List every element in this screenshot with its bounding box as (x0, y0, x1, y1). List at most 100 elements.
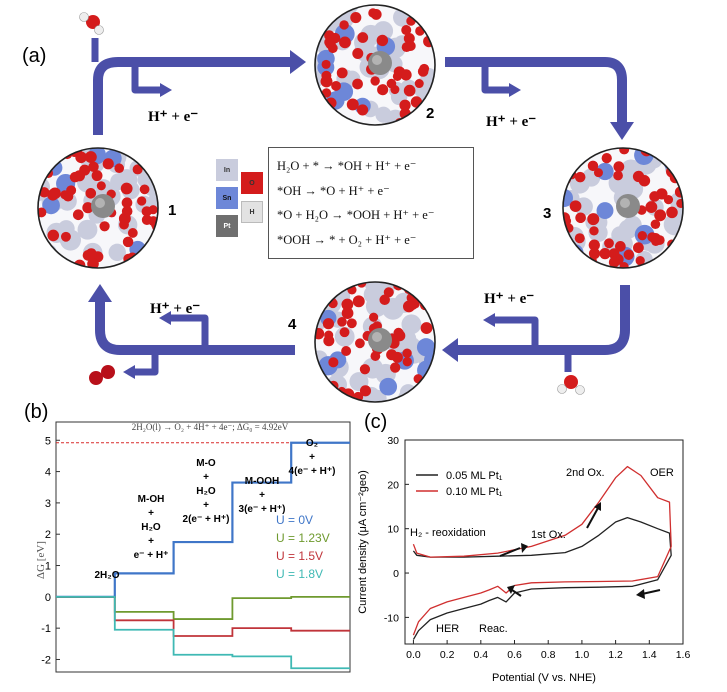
y-tick-label: 3 (45, 498, 51, 510)
step-label-mo-1: + (203, 472, 209, 483)
hydrogen-atom (79, 12, 89, 22)
tin-atom (42, 196, 60, 215)
intermediate-label-1: 1 (168, 202, 176, 219)
oxygen-atom (392, 71, 402, 81)
oxygen-atom (321, 59, 331, 69)
indium-atom (375, 106, 392, 123)
x-tick-label: 1.6 (676, 649, 691, 661)
oxygen-atom (402, 348, 412, 358)
structure-2 (315, 5, 435, 125)
oxygen-atom (47, 229, 60, 242)
oxygen-atom (650, 219, 661, 230)
energy-legend: U = 0V U = 1.23V U = 1.5V U = 1.8V (276, 513, 330, 581)
oxygen-atom (328, 357, 339, 368)
oxygen-atom (635, 256, 645, 266)
oxygen-atom (101, 365, 115, 379)
proton-label-1: H⁺ + e⁻ (148, 109, 198, 125)
oxygen-atom (383, 287, 394, 298)
reaction-equations-box: H₂O + * → *OH + H⁺ + e⁻ *OH → *O + H⁺ + … (268, 147, 474, 259)
oxygen-atom (402, 300, 415, 313)
oxygen-atom (69, 171, 81, 183)
oxygen-atom (339, 36, 351, 49)
tin-atom (663, 152, 683, 172)
oxygen-atom (633, 242, 644, 254)
arrowhead-branch-1 (160, 83, 172, 97)
oxygen-atom (588, 239, 600, 251)
oxygen-atom (39, 187, 50, 198)
oxygen-atom (613, 161, 625, 173)
oxygen-atom (321, 88, 332, 98)
oxygen-atom (569, 200, 582, 212)
reaction-step-4: *OOH → * + O₂ + H⁺ + e⁻ (277, 232, 417, 247)
platinum-highlight (372, 332, 382, 342)
legend-hydrogen-label: H (249, 208, 255, 216)
oxygen-atom (608, 256, 620, 268)
indium-atom (563, 164, 575, 183)
reaction-step-3: *O + H₂O → *OOH + H⁺ + e⁻ (277, 208, 435, 222)
reaction-step-2: *OH → *O + H⁺ + e⁻ (277, 183, 390, 198)
step-label-mo-3: + (203, 500, 209, 511)
oxygen-atom (91, 170, 103, 182)
o2-molecule (89, 365, 115, 385)
branch-proton-1 (131, 62, 163, 94)
x-tick-label: 1.2 (608, 649, 623, 661)
oxygen-atom (121, 197, 133, 209)
energy-legend-item: U = 1.8V (276, 567, 323, 581)
oxygen-atom (336, 67, 348, 79)
legend-oxygen-swatch: O (241, 172, 263, 194)
platinum-highlight (620, 198, 630, 208)
step-label-o2-0: O₂ (306, 438, 318, 449)
step-label-o2-2: 4(e⁻ + H⁺) (289, 466, 336, 477)
oxygen-atom (148, 205, 158, 215)
step-label-o2-1: + (309, 452, 315, 463)
oxygen-atom (370, 76, 380, 86)
legend-hydrogen-swatch: H (241, 201, 263, 223)
step-label-mo-0: M-O (196, 458, 216, 469)
water-molecule-bottom (557, 375, 585, 395)
oxygen-atom (570, 148, 581, 155)
energy-series-line (56, 441, 350, 598)
oxygen-atom (649, 191, 660, 202)
oxygen-atom (623, 249, 635, 260)
arrowhead (521, 543, 528, 553)
oxygen-atom (72, 209, 84, 221)
oxygen-atom (368, 8, 378, 18)
oxygen-atom (601, 153, 612, 164)
y-tick-label: -10 (384, 612, 399, 624)
indium-atom (77, 219, 98, 240)
arrow-anodic-low (499, 547, 521, 557)
arrowhead-branch-2 (509, 83, 521, 97)
arrow-cathodic (641, 589, 661, 595)
oxygen-atom (569, 252, 582, 265)
water-molecule-top (79, 12, 104, 35)
cv-legend: 0.05 ML Pt₁ 0.10 ML Pt₁ (416, 470, 503, 498)
oxygen-atom (85, 187, 97, 199)
oxygen-atom (346, 318, 357, 329)
hydrogen-atom (94, 25, 104, 35)
arrowhead-branch-3 (483, 313, 495, 327)
oxygen-atom (114, 163, 125, 174)
oxygen-atom (410, 114, 421, 125)
oxygen-atom (575, 212, 586, 224)
oxygen-atom (359, 364, 371, 375)
oxygen-atom (645, 201, 658, 213)
indium-atom (143, 248, 158, 268)
oxygen-atom (132, 164, 143, 175)
oxygen-atom (315, 24, 321, 35)
oxygen-atom (140, 155, 152, 166)
oxygen-atom (399, 99, 411, 111)
x-tick-label: 0.4 (474, 649, 489, 661)
oxygen-atom (407, 394, 420, 402)
proton-label-4: H⁺ + e⁻ (150, 301, 200, 317)
oxygen-atom (357, 104, 369, 116)
legend-tin-swatch: Sn (216, 187, 238, 209)
y-tick-label: 4 (45, 467, 51, 479)
proton-label-3: H⁺ + e⁻ (484, 291, 534, 307)
oxygen-atom (425, 295, 435, 307)
structure-outline (562, 147, 684, 269)
intermediate-numbers: 1 2 3 4 (168, 105, 551, 333)
o2-release (132, 350, 159, 376)
oxygen-atom (315, 26, 322, 39)
oxygen-atom (121, 205, 133, 217)
oxygen-atom (139, 184, 150, 195)
